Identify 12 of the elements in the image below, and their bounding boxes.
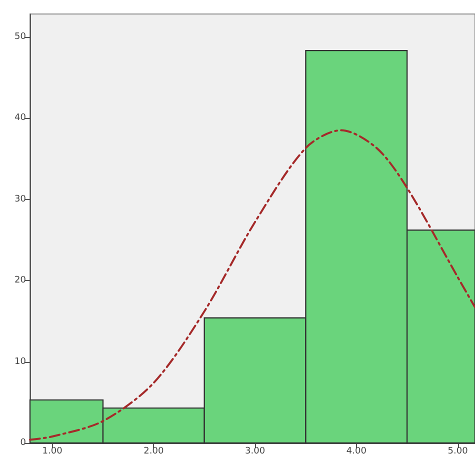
x-tick-label: 4.00 [346,446,367,456]
x-tick-label: 3.00 [245,446,266,456]
x-tick-label: 5.00 [448,446,468,456]
y-tick-label: 30 [14,194,26,204]
y-tick-label: 50 [14,32,26,42]
y-tick-label: 20 [14,276,26,286]
y-tick-label: 0 [20,438,26,448]
y-tick-label: 10 [14,356,26,367]
x-tick-label: 1.00 [42,446,63,456]
y-tick-label: 40 [14,113,26,123]
line-series [29,129,475,441]
x-tick-label: 2.00 [144,446,164,456]
